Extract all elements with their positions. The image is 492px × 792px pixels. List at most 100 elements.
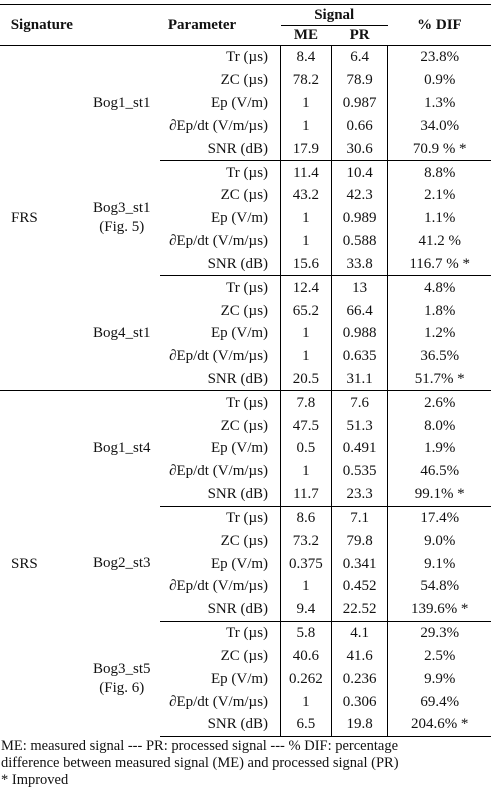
parameter-cell: Ep (V/m) [210, 325, 269, 342]
parameter-cell: Tr (µs) [159, 275, 281, 300]
me-value-cell: 17.9 [280, 137, 332, 161]
group-name: Bog3_st5 [93, 660, 151, 677]
me-value-cell: 40.6 [280, 644, 332, 668]
me-value-cell: 15.6 [280, 252, 332, 276]
pr-value-cell: 0.341 [330, 552, 388, 576]
signature-cell: FRS [0, 44, 84, 391]
pr-value-cell: 51.3 [330, 414, 388, 438]
me-value-cell: 1 [280, 344, 332, 368]
me-value-cell: 7.8 [280, 390, 332, 415]
me-value-cell: 1 [280, 690, 332, 714]
me-value-cell: 11.4 [280, 160, 332, 184]
dif-value-cell: 9.9% [387, 667, 491, 691]
parameter-cell: SNR (dB) [207, 601, 269, 618]
header-blank [83, 4, 160, 46]
table-row: Ep (V/m) 1 0.987 1.3% [0, 91, 491, 115]
header-dif: % DIF [387, 4, 491, 46]
dif-value-cell: 1.8% [387, 299, 491, 322]
pr-value-cell: 23.3 [330, 482, 388, 507]
pr-value-cell: 7.1 [330, 505, 388, 530]
me-value-cell: 8.6 [280, 505, 332, 530]
parameter-cell: ZC (µs) [220, 187, 269, 204]
me-value-cell: 12.4 [280, 275, 332, 300]
pr-value-cell: 0.588 [330, 229, 388, 253]
table-row: Ep (V/m) 0.262 0.236 9.9% [0, 667, 491, 691]
group-name-cell: Bog1_st1 [83, 44, 160, 161]
header-me: ME [280, 25, 332, 46]
pr-value-cell: 19.8 [330, 713, 388, 737]
me-value-cell: 1 [280, 206, 332, 230]
parameter-cell: Ep (V/m) [210, 670, 269, 687]
dif-value-cell: 41.2 % [387, 229, 491, 253]
me-value-cell: 43.2 [280, 183, 332, 207]
me-value-cell: 11.7 [280, 482, 332, 507]
dif-value-cell: 116.7 % * [387, 252, 491, 276]
parameter-cell: ∂Ep/dt (V/m/µs) [169, 117, 269, 134]
pr-value-cell: 41.6 [330, 644, 388, 668]
note-dif-definition: difference between measured signal (ME) … [1, 755, 399, 771]
group-name: Bog4_st1 [93, 324, 151, 341]
me-value-cell: 20.5 [280, 367, 332, 391]
dif-value-cell: 4.8% [387, 275, 491, 300]
group-figure-ref: (Fig. 6) [99, 679, 145, 696]
pr-value-cell: 0.452 [330, 575, 388, 598]
pr-value-cell: 0.987 [330, 91, 388, 115]
parameter-cell: ZC (µs) [220, 302, 269, 319]
table-row: Bog3_st5 (Fig. 6) Tr (µs) 5.8 4.1 29.3% [0, 620, 491, 696]
group-name: Bog2_st3 [93, 555, 151, 572]
table-row: Ep (V/m) 0.5 0.491 1.9% [0, 437, 491, 460]
me-value-cell: 6.5 [280, 713, 332, 737]
parameter-cell: SNR (dB) [159, 713, 281, 737]
me-value-cell: 65.2 [280, 299, 332, 322]
parameter-cell: ZC (µs) [220, 72, 269, 89]
table-row: ZC (µs) 43.2 42.3 2.1% [0, 183, 491, 207]
parameter-cell: Tr (µs) [159, 44, 281, 69]
me-value-cell: 1 [280, 459, 332, 483]
me-value-cell: 0.5 [280, 437, 332, 460]
dif-value-cell: 1.2% [387, 321, 491, 345]
table-body: FRS Bog1_st1 Tr (µs) 8.4 6.4 23.8% ZC (µs) 78.2… [0, 44, 491, 737]
table-row: SNR (dB) 9.4 22.52 139.6% * [0, 597, 491, 622]
pr-value-cell: 4.1 [330, 620, 388, 645]
table-row: SNR (dB) 11.7 23.3 99.1% * [0, 482, 491, 507]
pr-value-cell: 0.66 [330, 114, 388, 138]
parameter-cell: Ep (V/m) [210, 210, 269, 227]
parameter-cell: Ep (V/m) [210, 555, 269, 572]
dif-value-cell: 2.5% [387, 644, 491, 668]
table-row: ∂Ep/dt (V/m/µs) 1 0.535 46.5% [0, 459, 491, 483]
pr-value-cell: 0.306 [330, 690, 388, 714]
dif-value-cell: 0.9% [387, 68, 491, 92]
pr-value-cell: 0.491 [330, 437, 388, 460]
dif-value-cell: 51.7% * [387, 367, 491, 391]
parameter-cell: ∂Ep/dt (V/m/µs) [169, 463, 269, 480]
dif-value-cell: 8.8% [387, 160, 491, 184]
results-table: Signature Parameter Signal % DIF ME PR F… [0, 4, 491, 737]
table-row: SNR (dB) 15.6 33.8 116.7 % * [0, 252, 491, 276]
table-notes: ME: measured signal --- PR: processed si… [1, 738, 491, 789]
pr-value-cell: 0.635 [330, 344, 388, 368]
pr-value-cell: 0.236 [330, 667, 388, 691]
me-value-cell: 78.2 [280, 68, 332, 92]
table-row: ZC (µs) 78.2 78.9 0.9% [0, 68, 491, 92]
dif-value-cell: 46.5% [387, 459, 491, 483]
me-value-cell: 1 [280, 114, 332, 138]
dif-value-cell: 2.1% [387, 183, 491, 207]
parameter-cell: ∂Ep/dt (V/m/µs) [169, 693, 269, 710]
pr-value-cell: 78.9 [330, 68, 388, 92]
table-row: ∂Ep/dt (V/m/µs) 1 0.635 36.5% [0, 344, 491, 368]
group-figure-ref: (Fig. 5) [99, 219, 145, 236]
dif-value-cell: 36.5% [387, 344, 491, 368]
dif-value-cell: 2.6% [387, 390, 491, 415]
pr-value-cell: 31.1 [330, 367, 388, 391]
parameter-cell: Tr (µs) [159, 160, 281, 184]
pr-value-cell: 0.535 [330, 459, 388, 483]
table-row: Bog2_st3 Tr (µs) 8.6 7.1 17.4% [0, 505, 491, 571]
table-row: ∂Ep/dt (V/m/µs) 1 0.452 54.8% [0, 575, 491, 598]
pr-value-cell: 30.6 [330, 137, 388, 161]
header-parameter: Parameter [159, 4, 281, 46]
me-value-cell: 8.4 [280, 44, 332, 69]
header-pr: PR [331, 25, 388, 46]
table-row: Ep (V/m) 0.375 0.341 9.1% [0, 552, 491, 576]
pr-value-cell: 6.4 [330, 44, 388, 69]
